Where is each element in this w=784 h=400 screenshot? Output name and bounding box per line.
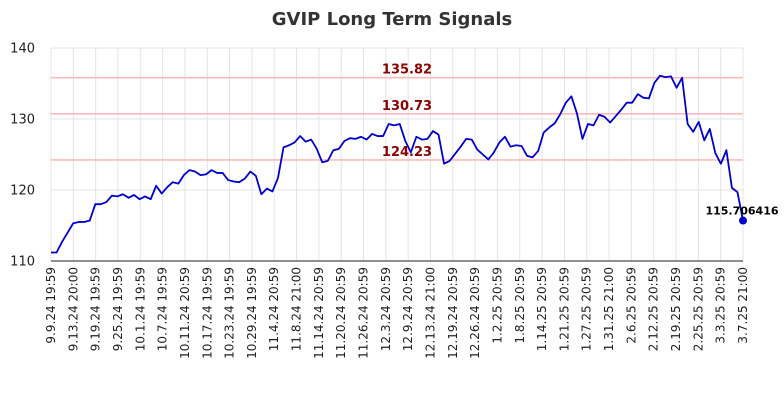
x-tick-label: 1.27.25 20:59 bbox=[580, 267, 594, 351]
x-tick-label: 11.8.24 21:00 bbox=[290, 267, 304, 351]
x-tick-label: 2.19.25 20:59 bbox=[669, 267, 683, 351]
x-tick-label: 12.3.24 20:59 bbox=[379, 267, 393, 351]
x-tick-label: 9.19.24 19:59 bbox=[89, 267, 103, 351]
y-tick-label: 130 bbox=[10, 113, 35, 128]
x-tick-label: 10.11.24 20:59 bbox=[178, 267, 192, 359]
x-tick-label: 9.25.24 19:59 bbox=[111, 267, 125, 351]
x-tick-label: 10.23.24 19:59 bbox=[223, 267, 237, 359]
x-tick-label: 9.9.24 19:59 bbox=[44, 267, 58, 344]
y-tick-label: 110 bbox=[10, 255, 35, 270]
x-tick-label: 10.7.24 19:59 bbox=[156, 267, 170, 351]
x-tick-label: 2.6.25 20:59 bbox=[624, 267, 638, 344]
series-line bbox=[51, 74, 744, 254]
x-tick-label: 10.29.24 19:59 bbox=[245, 267, 259, 359]
x-tick-label: 1.14.25 20:59 bbox=[535, 267, 549, 351]
y-tick-label: 140 bbox=[10, 42, 35, 57]
grid bbox=[50, 47, 744, 262]
y-tick-label: 120 bbox=[10, 184, 35, 199]
labels: 110 120 130 140 9.9.24 19:59 9.13.24 20:00 9.1… bbox=[10, 42, 779, 359]
x-tick-label: 11.26.24 20:59 bbox=[357, 267, 371, 359]
x-tick-label: 12.26.24 20:59 bbox=[468, 267, 482, 359]
x-tick-label: 10.1.24 19:59 bbox=[133, 267, 147, 351]
x-tick-label: 11.4.24 20:59 bbox=[267, 267, 281, 351]
x-tick-label: 9.13.24 20:00 bbox=[66, 267, 80, 351]
reference-line-label: 124.23 bbox=[382, 145, 432, 160]
reference-line-label: 130.73 bbox=[382, 99, 432, 114]
x-tick-label: 2.12.25 20:59 bbox=[647, 267, 661, 351]
x-tick-label: 12.9.24 20:59 bbox=[401, 267, 415, 351]
x-tick-label: 1.21.25 20:59 bbox=[557, 267, 571, 351]
reference-line-label: 135.82 bbox=[382, 63, 432, 78]
x-tick-label: 11.14.24 20:59 bbox=[312, 267, 326, 359]
x-tick-label: 10.17.24 19:59 bbox=[200, 267, 214, 359]
last-point-marker bbox=[739, 216, 747, 225]
x-tick-label: 1.2.25 20:59 bbox=[490, 267, 504, 344]
reference-lines bbox=[51, 76, 743, 161]
x-tick-label: 12.19.24 20:59 bbox=[446, 267, 460, 359]
series-layer bbox=[51, 74, 747, 254]
x-tick-label: 1.8.25 20:59 bbox=[513, 267, 527, 344]
chart-title: GVIP Long Term Signals bbox=[272, 9, 513, 30]
x-tick-label: 3.3.25 20:59 bbox=[714, 267, 728, 344]
last-point-label: 115.706416 bbox=[705, 205, 778, 218]
x-tick-label: 2.25.25 20:59 bbox=[691, 267, 705, 351]
x-tick-label: 3.7.25 21:00 bbox=[736, 267, 750, 344]
x-tick-label: 1.31.25 21:00 bbox=[602, 267, 616, 351]
x-tick-label: 11.20.24 20:59 bbox=[334, 267, 348, 359]
x-tick-label: 12.13.24 21:00 bbox=[423, 267, 437, 359]
